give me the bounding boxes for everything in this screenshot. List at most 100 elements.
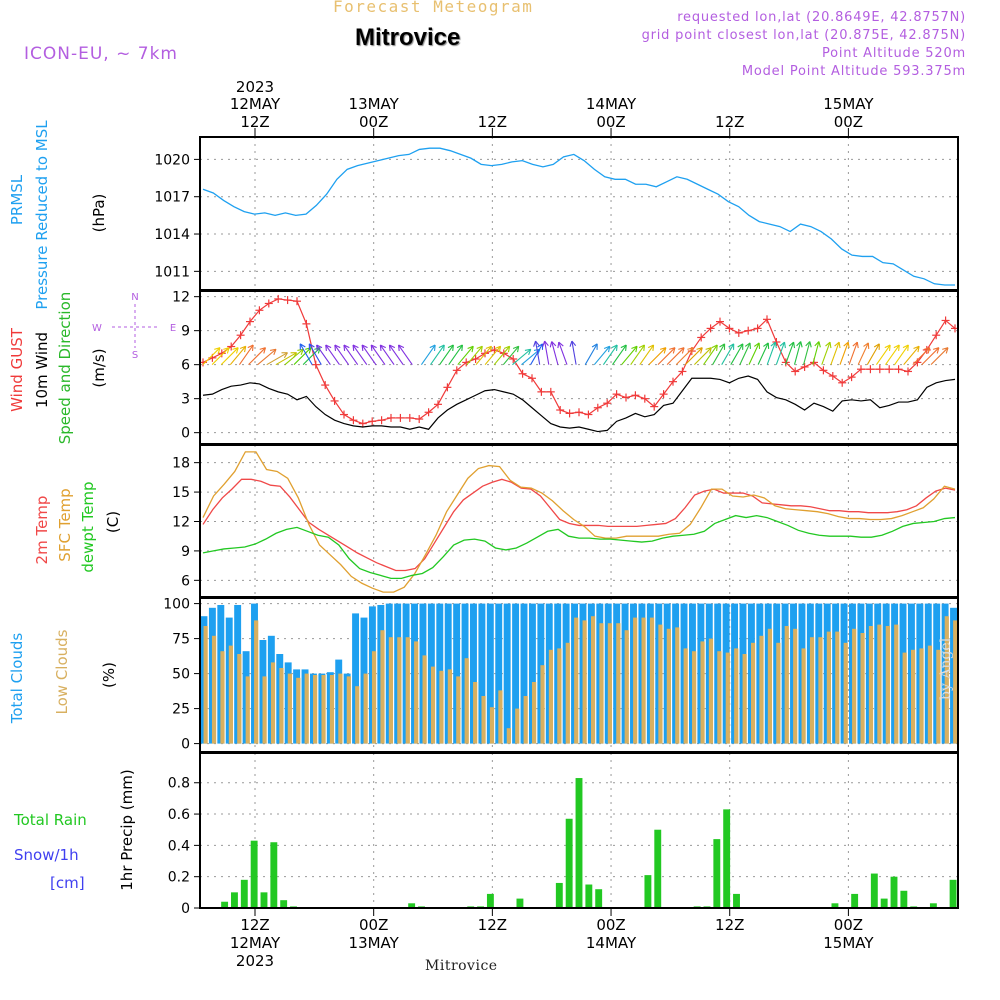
arrow-shaft	[912, 347, 931, 366]
wind-direction-arrow	[848, 341, 859, 365]
arrow-head	[309, 343, 315, 348]
low-cloud-bar	[270, 662, 276, 744]
wind-line	[202, 375, 956, 433]
gust-point	[622, 393, 630, 402]
compass-east: E	[170, 323, 176, 334]
arrow-shaft	[439, 344, 454, 365]
wind-direction-arrow	[684, 347, 703, 366]
arrow-shaft	[584, 343, 598, 365]
arrow-head	[557, 342, 560, 349]
gust-point	[321, 381, 330, 390]
wind-direction-arrow	[666, 347, 685, 366]
rain-bar	[870, 873, 878, 908]
wind-direction-arrow	[284, 348, 304, 366]
gust-point	[227, 342, 236, 351]
arrow-shaft	[621, 345, 638, 366]
arrow-head	[927, 347, 931, 354]
arrow-head	[305, 347, 312, 350]
low-cloud-bar	[894, 624, 899, 744]
wind-direction-arrow	[379, 344, 395, 365]
snow-unit-legend: [cm]	[50, 874, 85, 892]
arrow-head	[397, 344, 400, 352]
arrow-shaft	[684, 347, 703, 366]
arrow-shaft	[712, 343, 726, 365]
x-tick-label-top: 12Z	[715, 113, 744, 131]
arrow-head	[884, 344, 891, 349]
arrow-head	[507, 346, 511, 353]
wind-direction-arrow	[775, 341, 786, 365]
arrow-head	[558, 341, 564, 347]
arrow-head	[838, 342, 841, 349]
low-cloud-bar	[877, 624, 882, 744]
arrow-shaft	[812, 341, 820, 365]
y-tick-label: 18	[172, 456, 190, 472]
arrow-head	[847, 342, 850, 349]
arrow-head	[528, 349, 532, 356]
arrow-head	[843, 341, 849, 347]
low-cloud-bar	[860, 633, 865, 744]
arrow-shaft	[325, 344, 340, 365]
wind-direction-arrow	[420, 344, 436, 365]
gust-point	[819, 366, 828, 375]
panel-frame-1	[199, 136, 959, 291]
wind-direction-arrow	[912, 347, 931, 366]
temp-2m-label: 2m Temp	[33, 496, 51, 565]
gust-point	[283, 296, 292, 305]
gust-point	[246, 317, 254, 326]
rain-bar	[733, 893, 740, 908]
low-cloud-bar	[422, 655, 427, 744]
arrow-head	[429, 344, 436, 349]
arrow-head	[456, 344, 463, 349]
wind-direction-arrow	[388, 344, 404, 365]
temp-unit: (C)	[104, 511, 122, 533]
meteogram-subtitle: Forecast Meteogram	[333, 0, 534, 16]
point-altitude: Point Altitude 520m	[821, 46, 966, 61]
x-tick-label-bottom: 12Z	[478, 916, 507, 934]
gust-point	[640, 394, 649, 403]
rain-bar	[654, 829, 662, 908]
low-cloud-bar	[371, 651, 377, 744]
gust-point	[518, 369, 527, 378]
arrow-head	[343, 344, 346, 352]
x-tick-label-bottom: 2023	[236, 952, 274, 970]
arrow-head	[244, 346, 247, 353]
arrow-head	[551, 341, 557, 347]
arrow-head	[361, 344, 368, 349]
low-cloud-bar	[750, 642, 756, 744]
arrow-head	[643, 344, 646, 352]
arrow-head	[814, 341, 820, 347]
gust-point	[368, 417, 377, 426]
arrow-head	[388, 344, 391, 352]
arrow-shaft	[502, 345, 520, 366]
gust-point	[734, 328, 743, 337]
arrow-head	[647, 344, 654, 349]
arrow-head	[476, 345, 483, 349]
gust-point	[866, 365, 875, 374]
gust-point	[358, 419, 367, 428]
arrow-shaft	[648, 347, 667, 366]
arrow-head	[503, 345, 510, 349]
x-tick-label-top: 00Z	[834, 113, 863, 131]
arrow-shaft	[866, 343, 880, 365]
gust-point	[584, 410, 593, 419]
low-cloud-bar	[237, 654, 242, 744]
arrow-shaft	[558, 341, 568, 365]
low-clouds-label: Low Clouds	[53, 629, 71, 714]
arrow-head	[638, 344, 645, 349]
arrow-head	[389, 344, 396, 349]
gust-point	[593, 403, 602, 412]
y-tick-label: 0.8	[168, 776, 190, 792]
arrow-shaft	[739, 342, 751, 365]
arrow-shaft	[238, 344, 254, 365]
arrow-shaft	[343, 344, 359, 365]
arrow-head	[615, 344, 618, 352]
x-tick-label-top: 14MAY	[586, 95, 637, 113]
wind-direction-arrow	[648, 347, 667, 366]
sfc-temp-line	[202, 451, 956, 593]
arrow-shaft	[379, 344, 395, 365]
rain-bar	[231, 892, 238, 908]
gust-point	[387, 413, 395, 422]
wind-direction-arrow	[457, 345, 474, 366]
compass-south: S	[132, 350, 138, 361]
wind-direction-arrow	[229, 345, 247, 366]
